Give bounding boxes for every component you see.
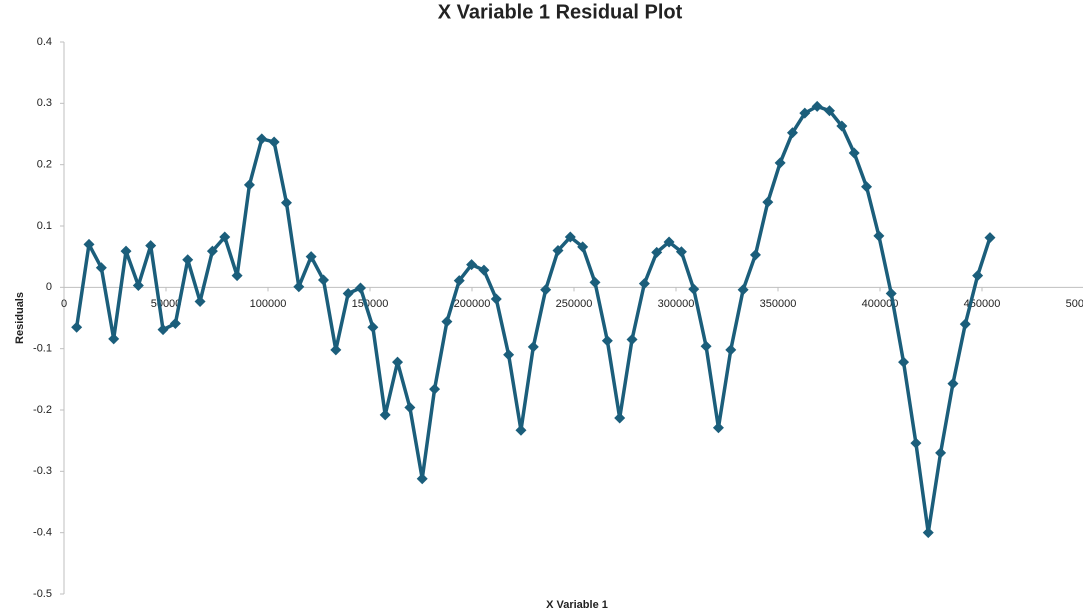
- marker: [848, 147, 860, 159]
- marker: [651, 246, 663, 258]
- series-line: [74, 104, 992, 535]
- marker: [898, 356, 910, 368]
- x-tick-label: 150000: [352, 298, 389, 310]
- marker: [515, 424, 527, 436]
- marker: [712, 422, 724, 434]
- marker: [836, 120, 848, 132]
- marker: [786, 127, 798, 139]
- marker: [984, 232, 996, 244]
- marker: [947, 378, 959, 390]
- marker: [861, 181, 873, 193]
- marker: [552, 245, 564, 257]
- marker: [762, 196, 774, 208]
- y-tick-label: -0.2: [33, 404, 52, 416]
- marker: [577, 241, 589, 253]
- marker: [799, 107, 811, 119]
- y-axis-title: Residuals: [14, 292, 26, 344]
- marker: [873, 230, 885, 242]
- marker: [95, 262, 107, 274]
- marker: [429, 383, 441, 395]
- marker: [725, 344, 737, 356]
- x-tick-label: 500000: [1066, 298, 1083, 310]
- marker: [441, 316, 453, 328]
- marker: [71, 321, 83, 333]
- y-tick-label: 0.4: [37, 36, 52, 48]
- marker: [774, 157, 786, 169]
- y-tick-label: 0.2: [37, 159, 52, 171]
- marker: [478, 264, 490, 276]
- marker: [293, 281, 305, 293]
- marker: [268, 136, 280, 148]
- marker: [663, 236, 675, 248]
- marker: [317, 274, 329, 286]
- marker: [675, 246, 687, 258]
- x-tick-label: 400000: [862, 298, 899, 310]
- marker: [280, 197, 292, 209]
- x-tick-label: 100000: [250, 298, 287, 310]
- marker: [503, 349, 515, 361]
- marker: [404, 402, 416, 414]
- marker: [638, 278, 650, 290]
- marker: [206, 245, 218, 257]
- x-tick-label: 0: [61, 298, 67, 310]
- marker: [392, 356, 404, 368]
- marker: [132, 279, 144, 291]
- marker: [564, 231, 576, 243]
- marker: [219, 231, 231, 243]
- marker: [935, 447, 947, 459]
- marker: [601, 335, 613, 347]
- marker: [466, 259, 478, 271]
- marker: [490, 293, 502, 305]
- y-tick-label: -0.5: [33, 588, 52, 600]
- x-axis-title: X Variable 1: [546, 599, 608, 611]
- marker: [157, 324, 169, 336]
- marker: [243, 179, 255, 191]
- marker: [737, 284, 749, 296]
- marker: [540, 284, 552, 296]
- y-tick-label: 0: [46, 281, 52, 293]
- marker: [922, 527, 934, 539]
- marker: [108, 333, 120, 345]
- marker: [626, 333, 638, 345]
- marker: [885, 287, 897, 299]
- marker: [342, 287, 354, 299]
- marker: [589, 276, 601, 288]
- marker: [749, 249, 761, 261]
- marker: [379, 409, 391, 421]
- marker: [145, 240, 157, 252]
- marker: [811, 100, 823, 112]
- x-tick-label: 200000: [454, 298, 491, 310]
- marker: [120, 245, 132, 257]
- marker: [330, 344, 342, 356]
- y-tick-label: -0.4: [33, 527, 52, 539]
- x-tick-label: 250000: [556, 298, 593, 310]
- marker: [416, 473, 428, 485]
- y-tick-label: 0.1: [37, 220, 52, 232]
- x-tick-label: 350000: [760, 298, 797, 310]
- y-tick-label: -0.1: [33, 343, 52, 355]
- marker: [453, 275, 465, 287]
- marker: [305, 251, 317, 263]
- x-tick-label: 300000: [658, 298, 695, 310]
- marker: [824, 105, 836, 117]
- marker: [231, 270, 243, 282]
- marker: [182, 254, 194, 266]
- marker: [910, 437, 922, 449]
- marker: [169, 318, 181, 330]
- marker: [700, 340, 712, 352]
- marker: [614, 412, 626, 424]
- chart-title: X Variable 1 Residual Plot: [438, 1, 683, 23]
- marker: [194, 295, 206, 307]
- y-tick-label: -0.3: [33, 465, 52, 477]
- marker: [972, 270, 984, 282]
- y-tick-label: 0.3: [37, 97, 52, 109]
- marker: [527, 341, 539, 353]
- marker: [83, 238, 95, 250]
- marker: [688, 283, 700, 295]
- marker: [355, 282, 367, 294]
- marker: [256, 133, 268, 145]
- marker: [959, 318, 971, 330]
- marker: [367, 321, 379, 333]
